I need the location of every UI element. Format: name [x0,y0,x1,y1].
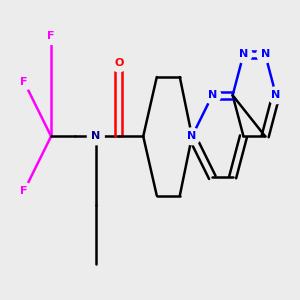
Text: N: N [272,90,280,100]
Circle shape [204,87,221,104]
Circle shape [43,28,59,44]
Circle shape [184,128,200,145]
Circle shape [16,183,32,200]
Text: O: O [114,58,124,68]
Text: N: N [239,49,248,59]
Text: F: F [47,31,55,41]
Circle shape [110,55,127,72]
Text: N: N [208,90,217,100]
Circle shape [268,87,284,104]
Circle shape [87,128,104,145]
Circle shape [235,46,252,63]
Circle shape [16,73,32,90]
Text: F: F [20,186,28,196]
Text: N: N [260,49,270,59]
Text: F: F [20,76,28,87]
Text: N: N [188,131,196,141]
Circle shape [257,46,274,63]
Text: N: N [91,131,101,141]
